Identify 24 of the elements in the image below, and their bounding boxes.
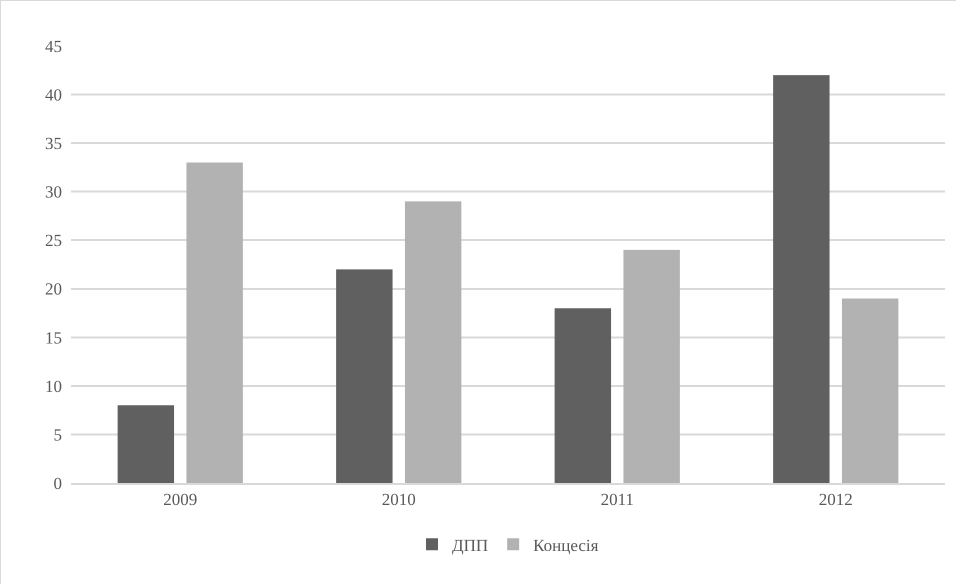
y-tick-label: 25: [45, 231, 62, 250]
y-tick-label: 0: [54, 474, 62, 493]
y-tick-label: 40: [45, 86, 62, 105]
y-tick-label: 45: [45, 36, 62, 56]
x-tick-label: 2010: [382, 490, 416, 510]
y-tick-label: 5: [54, 425, 62, 444]
bar: [186, 162, 243, 483]
legend-label: ДПП: [452, 536, 488, 555]
y-tick-label: 15: [45, 328, 62, 348]
bar: [404, 201, 462, 483]
x-tick-label: 2011: [600, 490, 634, 510]
bar: [623, 250, 680, 483]
y-tick-label: 20: [45, 280, 62, 299]
y-tick-label: 35: [45, 134, 62, 154]
bar: [336, 269, 393, 483]
x-tick-label: 2012: [818, 490, 853, 510]
x-tick-label: 2009: [163, 490, 198, 510]
bar: [554, 308, 612, 483]
y-tick-label: 30: [45, 182, 62, 202]
bar: [118, 405, 174, 483]
y-tick-label: 10: [45, 376, 62, 396]
bar: [773, 75, 830, 483]
legend-label: Концесія: [533, 536, 599, 555]
bar: [842, 298, 898, 483]
